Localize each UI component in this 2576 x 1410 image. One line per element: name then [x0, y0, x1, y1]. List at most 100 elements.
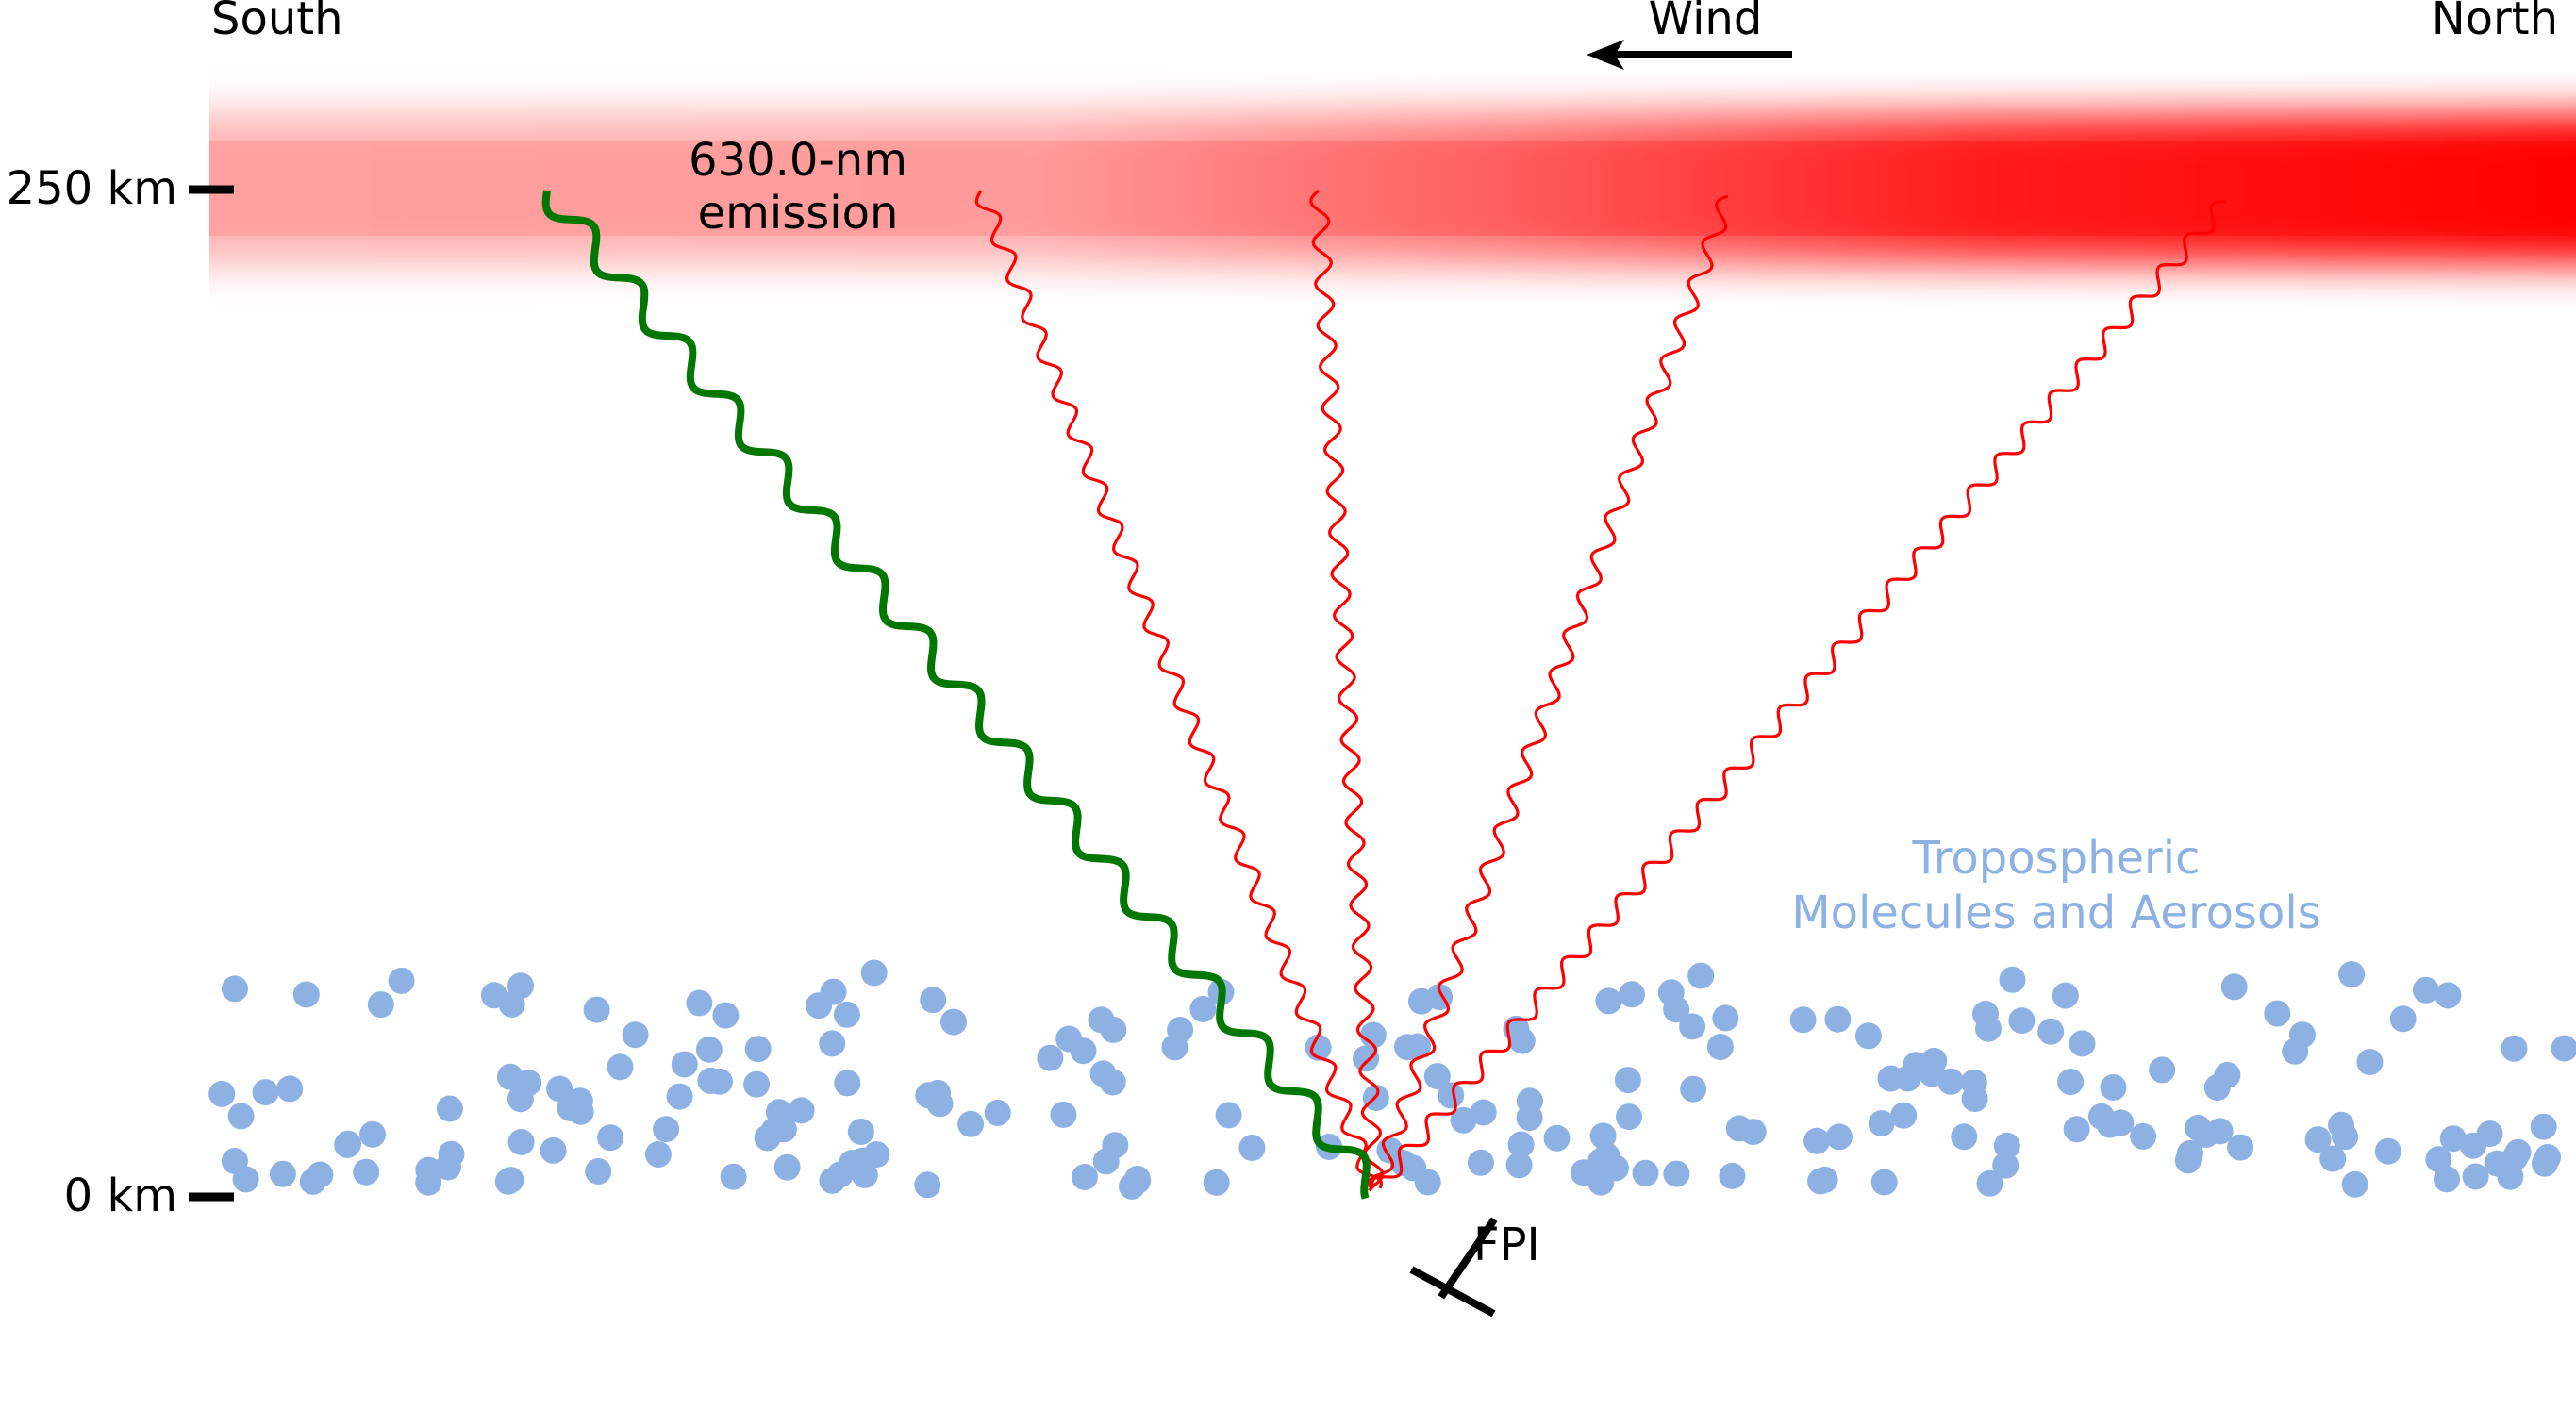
particle	[2425, 1146, 2452, 1173]
particle	[1719, 1162, 1746, 1189]
particle	[765, 1099, 792, 1126]
particle	[2063, 1116, 2090, 1143]
particle	[1602, 1154, 1629, 1182]
particle	[1619, 981, 1645, 1008]
particle	[2176, 1139, 2203, 1167]
particle	[940, 1008, 967, 1036]
particle	[1238, 1135, 1266, 1161]
particle	[1037, 1044, 1064, 1071]
tropospheric-particles	[208, 959, 2576, 1200]
particle	[1203, 1169, 1230, 1196]
wind-arrow	[1587, 40, 1792, 70]
particle	[1890, 1102, 1918, 1129]
particle	[957, 1110, 985, 1137]
particle	[1789, 1006, 1817, 1034]
emission-layer	[209, 113, 2576, 264]
particle	[1854, 1022, 1882, 1050]
particle	[1467, 1149, 1494, 1176]
particle	[546, 1075, 573, 1103]
altitude-axis	[189, 185, 234, 1202]
particle	[1951, 1123, 1978, 1151]
particle	[706, 1068, 733, 1095]
particle	[1937, 1068, 1965, 1095]
particle	[622, 1021, 649, 1049]
particle	[335, 1130, 361, 1157]
particle	[984, 1099, 1011, 1126]
particle	[2149, 1056, 2176, 1084]
particle	[1099, 1069, 1126, 1096]
particle	[497, 1167, 524, 1194]
particle	[1803, 1127, 1831, 1154]
particle	[2435, 982, 2462, 1009]
particle	[2459, 1132, 2486, 1159]
particle	[1507, 1131, 1535, 1158]
particle	[1119, 1172, 1145, 1200]
particle	[644, 1141, 672, 1168]
particle	[2374, 1137, 2401, 1165]
particle	[2057, 1069, 2085, 1096]
particle	[585, 1158, 612, 1185]
particle	[1353, 1045, 1380, 1072]
particle	[819, 1167, 846, 1194]
particle	[1824, 1005, 1852, 1033]
particle	[2100, 1074, 2127, 1101]
particle	[507, 1086, 534, 1113]
particle	[806, 992, 833, 1020]
particle	[2434, 1166, 2460, 1193]
particle	[2214, 1061, 2241, 1088]
particle	[2504, 1138, 2532, 1166]
particle	[1616, 1103, 1642, 1131]
particle	[1826, 1123, 1853, 1151]
emission-label-line2: emission	[698, 187, 899, 240]
emission-label-line1: 630.0-nm	[689, 134, 907, 187]
particle	[2341, 1170, 2368, 1198]
airglow-ray-south	[974, 190, 1383, 1189]
particle	[1632, 1159, 1659, 1186]
particle	[359, 1120, 386, 1148]
particle	[712, 1002, 740, 1029]
particle	[1868, 1110, 1895, 1137]
particle	[292, 981, 320, 1008]
wind-arrow-head	[1587, 40, 1624, 70]
particle	[415, 1169, 442, 1196]
particle	[435, 1153, 461, 1181]
airglow-ray-far-north	[1371, 200, 2227, 1188]
wind-label: Wind	[1649, 0, 1763, 45]
particle	[2227, 1134, 2254, 1161]
particle	[436, 1095, 463, 1122]
fpi-label: FPI	[1473, 1219, 1540, 1271]
particle	[1589, 1122, 1617, 1150]
particle	[1725, 1115, 1753, 1142]
particle	[1100, 1016, 1127, 1043]
particle	[695, 1036, 723, 1063]
particle	[1161, 1034, 1188, 1061]
particle	[2220, 973, 2248, 1001]
particle	[222, 975, 248, 1003]
particle	[744, 1036, 772, 1063]
particle	[834, 1070, 861, 1097]
particle	[583, 996, 610, 1023]
particle	[1877, 1065, 1904, 1092]
particle	[507, 972, 534, 1000]
particle	[1070, 1037, 1097, 1065]
south-label: South	[211, 0, 343, 45]
particle	[540, 1136, 567, 1164]
particle	[1543, 1124, 1571, 1152]
particle	[2551, 1035, 2576, 1062]
troposphere-label-line2: Molecules and Aerosols	[1791, 887, 2320, 939]
particle	[607, 1053, 634, 1081]
particle	[2497, 1163, 2524, 1190]
particle	[666, 1083, 693, 1110]
particle	[2412, 976, 2439, 1004]
particle	[353, 1158, 380, 1186]
particle	[653, 1116, 680, 1143]
particle	[686, 989, 713, 1017]
particle	[819, 1030, 846, 1057]
particle	[567, 1098, 594, 1125]
particle	[2319, 1145, 2347, 1172]
altitude-label-0km: 0 km	[64, 1169, 177, 1222]
particle	[1614, 1067, 1641, 1094]
particle	[1961, 1086, 1988, 1113]
airglow-ray-zenith	[1309, 189, 1385, 1192]
